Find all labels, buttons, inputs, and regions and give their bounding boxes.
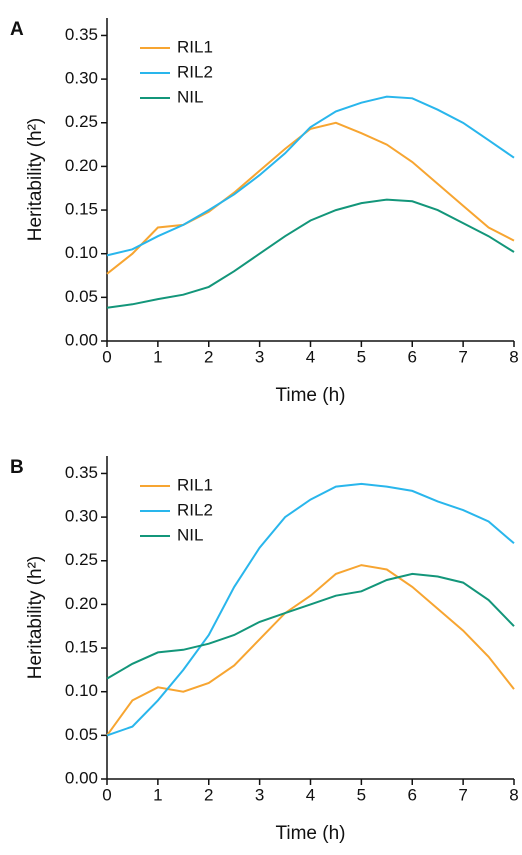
x-axis-label: Time (h): [275, 823, 345, 844]
series-line: [106, 572, 515, 680]
x-tick-label: 1: [153, 347, 162, 366]
y-tick-label: 0.10: [65, 243, 98, 262]
legend-label: NIL: [177, 87, 203, 106]
series-line: [106, 564, 515, 736]
y-tick-label: 0.05: [65, 287, 98, 306]
x-tick-label: 4: [306, 785, 315, 804]
legend-label: RIL1: [177, 475, 213, 494]
y-tick-label: 0.20: [65, 594, 98, 613]
series-line: [106, 121, 515, 275]
legend-label: RIL1: [177, 37, 213, 56]
y-tick-label: 0.00: [65, 768, 98, 787]
x-tick-label: 7: [458, 785, 467, 804]
x-tick-label: 1: [153, 785, 162, 804]
series-line: [106, 198, 515, 309]
y-tick-label: 0.10: [65, 681, 98, 700]
x-tick-label: 6: [408, 347, 417, 366]
y-axis-label: Heritability (h²): [25, 118, 46, 242]
y-tick-label: 0.15: [65, 200, 98, 219]
panel-label: A: [10, 19, 24, 40]
y-tick-label: 0.00: [65, 330, 98, 349]
x-tick-label: 6: [408, 785, 417, 804]
legend-label: RIL2: [177, 62, 213, 81]
x-tick-label: 7: [458, 347, 467, 366]
x-tick-label: 2: [204, 785, 213, 804]
legend-label: NIL: [177, 525, 203, 544]
y-tick-label: 0.30: [65, 69, 98, 88]
y-tick-label: 0.15: [65, 638, 98, 657]
x-tick-label: 4: [306, 347, 315, 366]
x-tick-label: 5: [357, 785, 366, 804]
y-tick-label: 0.35: [65, 25, 98, 44]
y-tick-label: 0.25: [65, 112, 98, 131]
x-tick-label: 8: [509, 347, 518, 366]
panel-label: B: [10, 457, 24, 478]
y-tick-label: 0.30: [65, 507, 98, 526]
series-line: [106, 482, 515, 737]
x-tick-label: 8: [509, 785, 518, 804]
x-tick-label: 3: [255, 347, 264, 366]
y-tick-label: 0.25: [65, 550, 98, 569]
y-tick-label: 0.20: [65, 156, 98, 175]
x-tick-label: 0: [102, 785, 111, 804]
legend-label: RIL2: [177, 500, 213, 519]
x-tick-label: 3: [255, 785, 264, 804]
y-axis-label: Heritability (h²): [25, 556, 46, 680]
y-tick-label: 0.35: [65, 463, 98, 482]
x-tick-label: 2: [204, 347, 213, 366]
x-tick-label: 5: [357, 347, 366, 366]
series-line: [106, 95, 515, 257]
y-tick-label: 0.05: [65, 725, 98, 744]
x-tick-label: 0: [102, 347, 111, 366]
x-axis-label: Time (h): [275, 385, 345, 406]
